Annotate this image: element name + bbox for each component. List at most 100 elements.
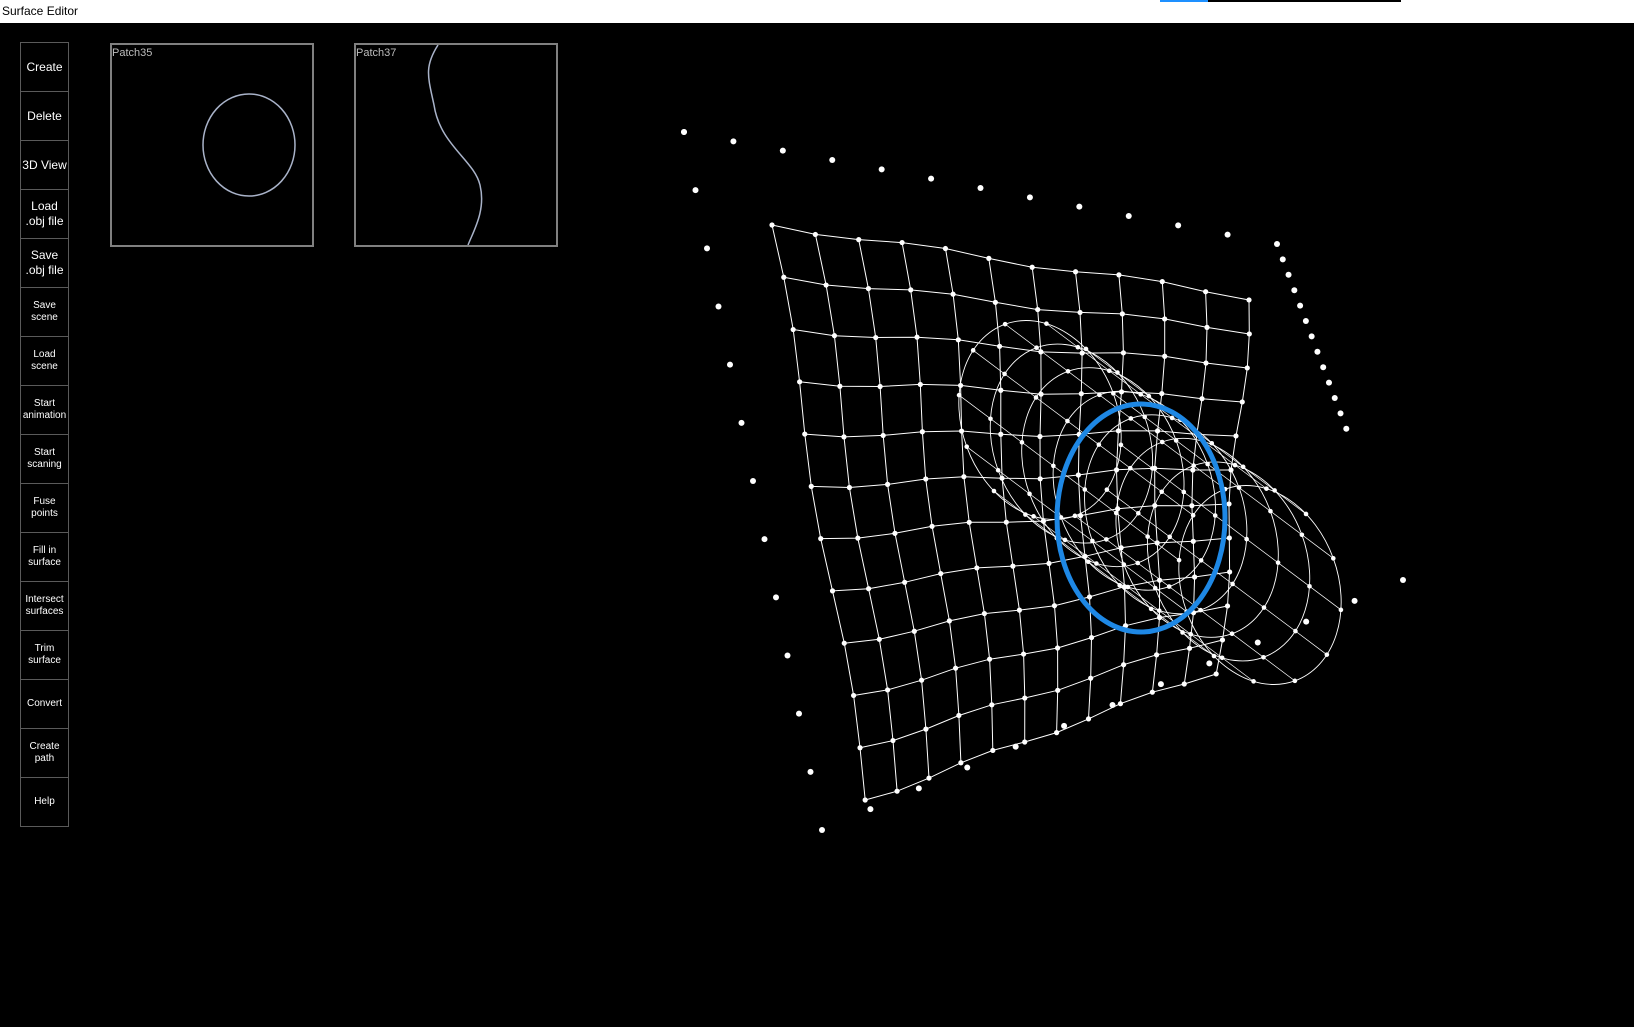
grid-node bbox=[865, 285, 872, 292]
grid-node bbox=[1022, 695, 1028, 701]
patch-label: Patch37 bbox=[356, 47, 397, 59]
grid-line bbox=[783, 276, 1250, 335]
grid-node bbox=[1037, 433, 1043, 440]
grid-node bbox=[1003, 519, 1009, 525]
control-points bbox=[681, 129, 1406, 833]
grid-node bbox=[1022, 739, 1028, 745]
grid-node bbox=[1191, 574, 1198, 580]
cylinder-wireframe bbox=[956, 320, 1344, 685]
grid-line bbox=[988, 258, 1026, 743]
grid-node bbox=[877, 383, 883, 390]
grid-node bbox=[856, 237, 862, 243]
grid-node bbox=[1153, 652, 1160, 658]
trim-surface-button[interactable]: Trim surface bbox=[20, 630, 69, 680]
grid-node bbox=[1115, 506, 1121, 512]
control-point bbox=[692, 187, 699, 194]
patch-label: Patch35 bbox=[112, 47, 153, 59]
cylinder-ring bbox=[989, 343, 1154, 544]
grid-line bbox=[832, 537, 1230, 592]
grid-node bbox=[1077, 309, 1083, 316]
grid-node bbox=[790, 326, 796, 333]
cylinder-generator bbox=[1074, 515, 1296, 682]
grid-node bbox=[884, 481, 891, 487]
grid-line bbox=[804, 430, 1237, 438]
grid-node bbox=[998, 431, 1004, 437]
control-point bbox=[779, 147, 786, 154]
grid-node bbox=[1149, 689, 1155, 695]
control-point bbox=[1325, 379, 1332, 386]
control-point bbox=[915, 785, 922, 792]
save-obj-file-button[interactable]: Save .obj file bbox=[20, 238, 69, 288]
title-bar: Surface Editor bbox=[0, 0, 1634, 23]
grid-node bbox=[1029, 264, 1035, 270]
intersection-curve bbox=[1054, 401, 1228, 635]
grid-node bbox=[946, 618, 952, 624]
grid-line bbox=[793, 329, 1248, 369]
grid-node bbox=[1079, 350, 1085, 356]
grid-node bbox=[1203, 360, 1209, 366]
patch-preview-35[interactable]: Patch35 bbox=[110, 43, 314, 247]
grid-node bbox=[1118, 545, 1124, 551]
create-button[interactable]: Create bbox=[20, 42, 69, 92]
grid-line bbox=[858, 239, 930, 779]
grid-node bbox=[1154, 540, 1160, 546]
grid-node bbox=[938, 570, 944, 577]
fill-in-surface-button[interactable]: Fill in surface bbox=[20, 532, 69, 582]
grid-node bbox=[917, 381, 923, 388]
control-point bbox=[1337, 410, 1344, 417]
cylinder-ring bbox=[1115, 437, 1279, 638]
3d-viewport[interactable] bbox=[0, 23, 1634, 1027]
save-scene-button[interactable]: Save scene bbox=[20, 287, 69, 337]
control-point bbox=[1157, 681, 1164, 688]
control-point bbox=[1274, 241, 1280, 247]
grid-node bbox=[823, 282, 829, 288]
grid-node bbox=[818, 536, 824, 542]
grid-line bbox=[814, 234, 898, 792]
grid-node bbox=[808, 483, 814, 489]
grid-node bbox=[1246, 331, 1252, 337]
3d-view-button[interactable]: 3D View bbox=[20, 140, 69, 190]
control-point bbox=[1061, 722, 1068, 729]
grid-node bbox=[1085, 716, 1092, 722]
control-point bbox=[704, 245, 710, 252]
grid-node bbox=[952, 665, 959, 671]
control-point bbox=[715, 303, 722, 310]
load-obj-file-button[interactable]: Load .obj file bbox=[20, 189, 69, 239]
grid-node bbox=[899, 239, 905, 246]
fuse-points-button[interactable]: Fuse points bbox=[20, 483, 69, 533]
help-button[interactable]: Help bbox=[20, 777, 69, 827]
control-point bbox=[1297, 302, 1304, 309]
grid-node bbox=[956, 712, 962, 719]
patch-37-trim-curve bbox=[427, 45, 483, 245]
grid-node bbox=[1016, 607, 1023, 613]
control-point bbox=[977, 185, 984, 191]
control-point bbox=[819, 827, 825, 833]
grid-node bbox=[1035, 306, 1041, 313]
grid-node bbox=[865, 586, 872, 592]
convert-button[interactable]: Convert bbox=[20, 679, 69, 729]
grid-node bbox=[1120, 350, 1127, 356]
load-scene-button[interactable]: Load scene bbox=[20, 336, 69, 386]
grid-line bbox=[844, 571, 1230, 644]
control-point bbox=[727, 361, 733, 368]
grid-node bbox=[1054, 645, 1061, 651]
grid-node bbox=[986, 656, 993, 662]
grid-line bbox=[1075, 271, 1093, 719]
surface-wireframe bbox=[769, 222, 1252, 803]
start-scaning-button[interactable]: Start scaning bbox=[20, 434, 69, 484]
grid-node bbox=[802, 431, 808, 437]
create-path-button[interactable]: Create path bbox=[20, 728, 69, 778]
grid-node bbox=[1088, 675, 1094, 681]
control-point bbox=[928, 175, 935, 182]
control-point bbox=[1125, 213, 1132, 219]
cylinder-generator bbox=[993, 490, 1215, 657]
grid-line bbox=[1215, 299, 1250, 675]
grid-node bbox=[1159, 279, 1165, 285]
grid-node bbox=[1239, 399, 1245, 405]
patch-preview-37[interactable]: Patch37 bbox=[354, 43, 558, 247]
grid-node bbox=[1189, 503, 1195, 509]
grid-line bbox=[945, 248, 994, 751]
grid-node bbox=[841, 640, 847, 646]
grid-node bbox=[1213, 671, 1219, 677]
cylinder-generator bbox=[1120, 444, 1342, 611]
